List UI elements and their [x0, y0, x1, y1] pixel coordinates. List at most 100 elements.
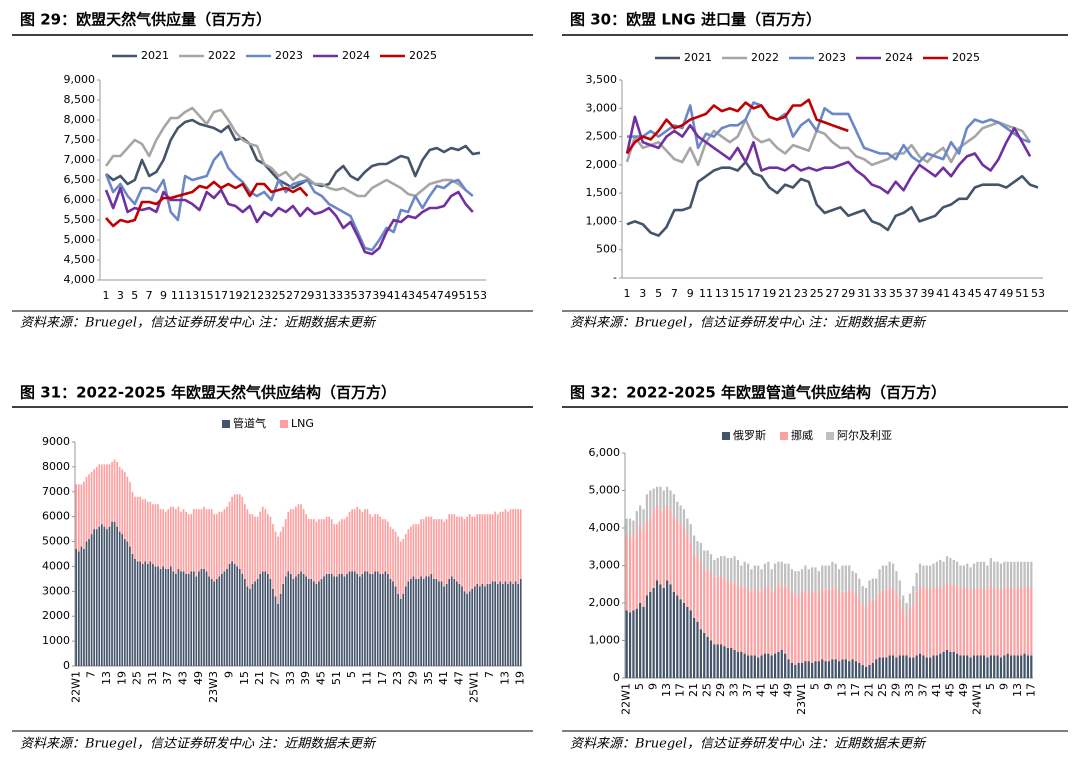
- x-tick-label: 39: [372, 289, 386, 302]
- bar-segment: [838, 661, 841, 678]
- bar-segment: [318, 581, 320, 666]
- bar-segment: [831, 588, 834, 660]
- bar-segment: [645, 520, 649, 596]
- bar-segment: [925, 657, 928, 678]
- bar-segment: [696, 621, 699, 678]
- bar-segment: [966, 563, 969, 588]
- bar-segment: [251, 583, 254, 666]
- bar-segment: [1006, 653, 1009, 678]
- x-tick-label: 7: [146, 289, 153, 302]
- y-tick-label: 8000: [42, 460, 70, 473]
- bar-segment: [986, 565, 989, 590]
- bar-segment: [649, 516, 652, 592]
- bar-segment: [106, 464, 108, 530]
- bar-segment: [1006, 561, 1009, 587]
- bar-segment: [888, 561, 891, 588]
- bar-segment: [858, 663, 861, 678]
- bar-segment: [753, 588, 756, 656]
- bar-segment: [244, 578, 246, 666]
- bar-segment: [389, 526, 392, 579]
- series-line: [625, 98, 849, 155]
- bar-segment: [851, 591, 854, 660]
- bar-segment: [784, 563, 787, 587]
- bar-segment: [767, 653, 770, 678]
- bar-segment: [287, 571, 290, 666]
- bar-segment: [723, 646, 726, 678]
- bar-segment: [504, 581, 507, 666]
- bar-segment: [827, 589, 831, 662]
- x-tick-label: 25: [701, 683, 714, 697]
- bar-segment: [662, 490, 665, 510]
- bar-segment: [80, 484, 83, 547]
- bar-segment: [706, 636, 709, 678]
- y-tick-label: 4000: [42, 559, 70, 572]
- bar-segment: [300, 571, 302, 666]
- bar-segment: [205, 509, 208, 572]
- bar-segment: [679, 599, 682, 678]
- bar-segment: [136, 561, 139, 666]
- bar-segment: [274, 531, 277, 597]
- bar-segment: [307, 578, 310, 666]
- bar-segment: [144, 499, 147, 562]
- y-tick-label: 3,000: [586, 101, 618, 114]
- bar-segment: [169, 566, 172, 666]
- bar-segment: [649, 591, 652, 678]
- x-tick-label: 9: [647, 683, 660, 690]
- bar-segment: [905, 603, 908, 618]
- x-tick-label: 49: [782, 683, 795, 697]
- bar-segment: [420, 519, 422, 577]
- bar-segment: [740, 565, 743, 588]
- y-tick-label: 500: [596, 243, 617, 256]
- legend-label: 2023: [275, 49, 303, 62]
- bar-segment: [972, 563, 976, 588]
- bar-segment: [885, 657, 888, 678]
- bar-segment: [993, 588, 996, 656]
- bar-segment: [187, 573, 190, 666]
- series-line: [105, 118, 481, 190]
- bar-segment: [494, 581, 497, 666]
- bar-segment: [108, 526, 111, 666]
- bar-segment: [888, 655, 891, 678]
- bar-segment: [269, 578, 272, 666]
- bar-segment: [210, 509, 213, 579]
- bar-segment: [878, 569, 881, 594]
- bar-segment: [185, 511, 187, 574]
- legend-label: 2022: [751, 51, 779, 64]
- bar-segment: [824, 589, 827, 662]
- bar-segment: [305, 514, 308, 577]
- bar-segment: [902, 655, 905, 678]
- bar-segment: [471, 516, 474, 589]
- bar-segment: [878, 593, 881, 658]
- y-tick-label: 9000: [42, 435, 70, 448]
- x-tick-label: 19: [228, 289, 242, 302]
- legend-label: 俄罗斯: [733, 429, 766, 442]
- bar-segment: [969, 567, 972, 590]
- x-tick-label: 5: [131, 289, 138, 302]
- bar-segment: [881, 657, 885, 678]
- x-tick-label: 5: [984, 683, 997, 690]
- bar-segment: [666, 505, 669, 581]
- bar-segment: [1009, 588, 1013, 656]
- bar-segment: [817, 571, 820, 594]
- bar-segment: [770, 655, 773, 678]
- x-tick-label: 15: [731, 287, 745, 300]
- bar-segment: [456, 581, 458, 666]
- bar-segment: [208, 576, 210, 666]
- bar-segment: [632, 610, 635, 678]
- bar-segment: [686, 518, 689, 536]
- bar-segment: [358, 509, 361, 577]
- bar-segment: [871, 663, 874, 678]
- bar-segment: [1030, 655, 1033, 678]
- x-tick-label: 7: [483, 671, 496, 678]
- bar-segment: [494, 511, 497, 582]
- bar-segment: [77, 551, 80, 666]
- bar-segment: [989, 584, 992, 656]
- bar-segment: [891, 655, 895, 678]
- bar-segment: [445, 583, 448, 666]
- bar-segment: [213, 514, 216, 582]
- bar-segment: [834, 588, 837, 660]
- bar-segment: [703, 550, 706, 570]
- bar-segment: [703, 633, 706, 678]
- y-tick-label: 4,000: [64, 273, 96, 286]
- y-tick-label: 2,500: [586, 130, 618, 143]
